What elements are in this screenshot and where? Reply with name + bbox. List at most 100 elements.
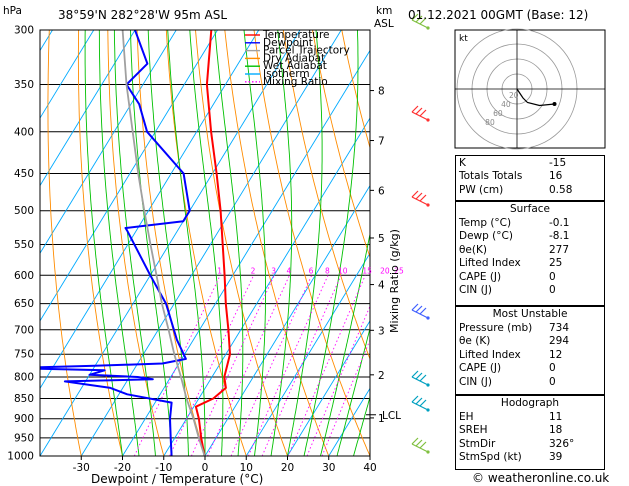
- wet-adiabat: [147, 30, 189, 456]
- wind-barb-base: [426, 383, 430, 387]
- most-unstable-box: Most Unstable Pressure (mb) 734 θe (K) 294 L…: [455, 306, 605, 395]
- wind-barb-flag: [415, 107, 423, 115]
- table-row: StmSpd (kt) 39: [456, 451, 604, 465]
- row-value: 0.58: [549, 183, 573, 196]
- hodograph-ring-label: 60: [493, 109, 503, 118]
- dry-adiabat: [282, 30, 370, 361]
- location-title: 38°59'N 282°28'W 95m ASL: [58, 8, 227, 22]
- pressure-tick-label: 650: [14, 298, 34, 310]
- wind-barb-flag: [419, 17, 427, 25]
- row-value: 326°: [549, 437, 575, 450]
- wind-barb-flag: [415, 192, 423, 200]
- mixing-ratio-label: 8: [325, 266, 330, 275]
- km-tick-label: 1: [378, 413, 385, 425]
- km-tick-label: 3: [378, 325, 385, 337]
- wind-barb-base: [426, 118, 430, 122]
- legend-label: Dewpoint: [263, 37, 313, 49]
- km-tick-label: 6: [378, 185, 385, 197]
- isotherm--10: [163, 117, 370, 456]
- row-value: -0.1: [549, 216, 570, 229]
- wet-adiabat: [113, 30, 156, 456]
- row-value: 294: [549, 335, 570, 348]
- row-value: 0: [549, 284, 556, 297]
- dry-adiabat: [195, 30, 288, 456]
- wind-barb-flag: [411, 105, 419, 113]
- legend-label: Isotherm: [263, 68, 310, 80]
- row-value: 277: [549, 243, 570, 256]
- row-label: StmSpd (kt): [459, 451, 522, 464]
- wind-barb-flag: [419, 441, 427, 449]
- row-value: 18: [549, 424, 563, 437]
- wet-adiabat: [287, 30, 323, 456]
- row-label: EH: [459, 410, 474, 423]
- copyright: © weatheronline.co.uk: [472, 471, 609, 485]
- wet-adiabat: [189, 30, 224, 456]
- row-label: StmDir: [459, 437, 496, 450]
- temp-tick-label: 40: [363, 462, 376, 474]
- mixing-ratio-label: 25: [394, 266, 404, 275]
- row-label: CAPE (J): [459, 270, 502, 283]
- mixing-ratio-label: 15: [362, 266, 372, 275]
- mixing-ratio-line: [230, 275, 313, 456]
- km-tick-label: 5: [378, 233, 385, 245]
- km-tick-label: 4: [378, 280, 385, 292]
- pressure-tick-label: 500: [14, 205, 34, 217]
- wind-barb-flag: [419, 399, 427, 407]
- dry-adiabat: [136, 30, 206, 456]
- wind-barb-flag: [415, 439, 423, 447]
- mixing-ratio-label: 3: [271, 266, 276, 275]
- row-label: CIN (J): [459, 375, 492, 388]
- mixing-ratio-line: [261, 275, 342, 456]
- wet-adiabat: [98, 30, 140, 456]
- pressure-tick-label: 600: [14, 270, 34, 282]
- surface-title: Surface: [509, 203, 550, 215]
- most-unstable-title: Most Unstable: [492, 308, 568, 320]
- table-row: PW (cm) 0.58: [456, 183, 604, 197]
- skewt-series: [40, 30, 231, 456]
- km-tick-label: 2: [378, 370, 385, 382]
- legend-label: Temperature: [262, 29, 330, 41]
- temp-tick-label: -30: [73, 462, 90, 474]
- mixing-ratio-line: [321, 339, 370, 456]
- legend-label: Dry Adiabat: [263, 52, 325, 64]
- row-value: 0: [549, 270, 556, 283]
- row-label: Pressure (mb): [459, 321, 533, 334]
- wind-barb-flag: [411, 13, 419, 21]
- dry-adiabat: [605, 30, 629, 456]
- row-label: θe (K): [459, 335, 491, 348]
- pressure-tick-label: 750: [14, 349, 34, 361]
- hodograph-params-box: Hodograph EH 11 SREH 18 StmDir 326° StmSpd (kt…: [455, 395, 605, 470]
- mixing-ratio-label: 2: [251, 266, 256, 275]
- pressure-tick-label: 900: [14, 413, 34, 425]
- row-label: θe(K): [459, 243, 487, 256]
- series-dewpoint: [40, 30, 191, 456]
- table-row: Dewp (°C) -8.1: [456, 230, 604, 244]
- table-row: Temp (°C) -0.1: [456, 216, 604, 230]
- table-row: Pressure (mb) 734: [456, 321, 604, 335]
- table-row: Lifted Index 12: [456, 348, 604, 362]
- row-value: 12: [549, 348, 563, 361]
- pressure-tick-label: 450: [14, 168, 34, 180]
- wind-barb-base: [426, 316, 430, 320]
- legend-label: Wet Adiabat: [263, 60, 327, 72]
- wind-barb-flag: [415, 305, 423, 313]
- row-label: CIN (J): [459, 284, 492, 297]
- row-label: Totals Totals: [459, 170, 523, 183]
- hodograph-params-title: Hodograph: [500, 397, 560, 409]
- most-unstable-table: Pressure (mb) 734 θe (K) 294 Lifted Index 12 C…: [456, 321, 604, 389]
- wind-barb-flag: [411, 370, 419, 378]
- legend-label: Mixing Ratio: [263, 76, 328, 88]
- row-value: 11: [549, 410, 563, 423]
- row-value: 0: [549, 362, 556, 375]
- pressure-tick-label: 550: [14, 239, 34, 251]
- mixing-ratio-label: 6: [309, 266, 314, 275]
- row-label: Temp (°C): [459, 216, 512, 229]
- wind-barb-base: [426, 203, 430, 207]
- pressure-tick-label: 800: [14, 372, 34, 384]
- mixing-ratio-line: [207, 275, 290, 456]
- mixing-ratio-label: 4: [286, 266, 291, 275]
- row-label: Dewp (°C): [459, 230, 513, 243]
- temp-tick-label: -20: [114, 462, 131, 474]
- km-label: km: [376, 5, 392, 17]
